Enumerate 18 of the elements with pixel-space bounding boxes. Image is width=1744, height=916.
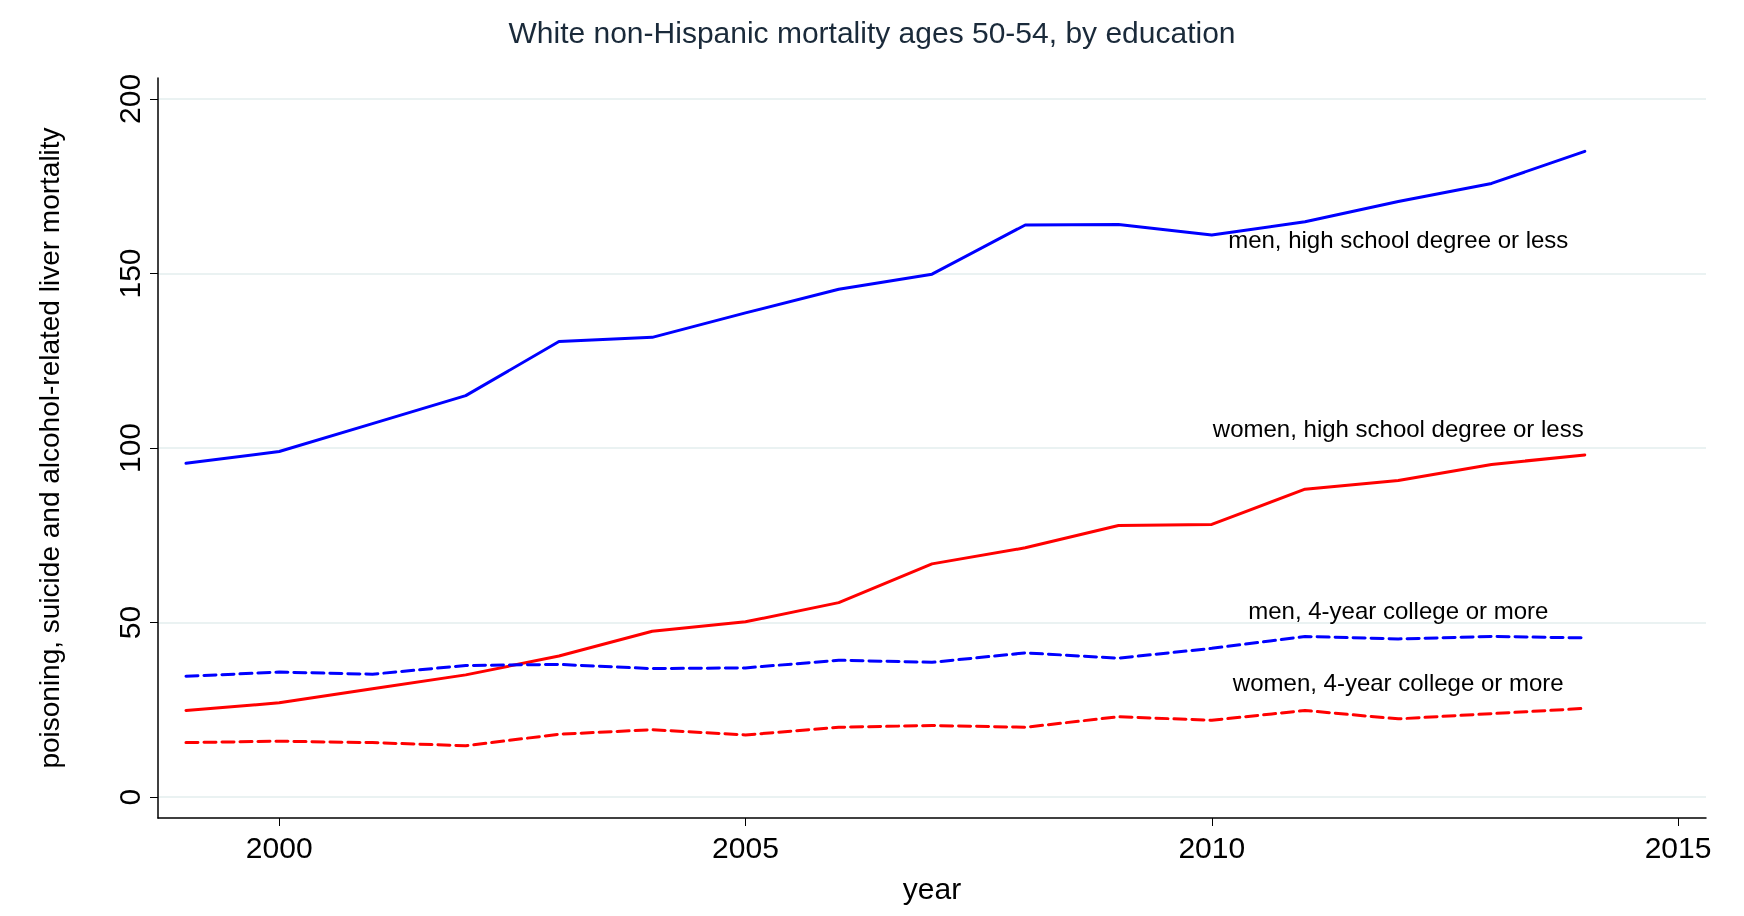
- line-series: [184, 453, 1587, 712]
- y-axis-title: poisoning, suicide and alcohol-related liver mortality: [33, 127, 65, 769]
- x-tick-label: 2000: [245, 830, 313, 864]
- series-label: men, high school degree or less: [1228, 226, 1569, 254]
- series-label: women, 4-year college or more: [1231, 668, 1564, 696]
- chart-title: White non-Hispanic mortality ages 50-54, by education: [508, 15, 1236, 49]
- line-series: [184, 149, 1587, 465]
- y-tick-label: 150: [112, 248, 146, 299]
- y-tick-label: 100: [112, 422, 146, 474]
- y-tick-label: 0: [112, 788, 146, 806]
- series-label: men, 4-year college or more: [1248, 596, 1549, 624]
- series-label: women, high school degree or less: [1211, 415, 1584, 443]
- y-tick-label: 200: [112, 73, 146, 124]
- x-tick-label: 2010: [1178, 830, 1246, 864]
- x-tick-label: 2015: [1644, 830, 1712, 864]
- x-axis-title: year: [902, 871, 962, 905]
- y-tick-label: 50: [112, 605, 146, 640]
- x-tick-label: 2005: [712, 830, 779, 864]
